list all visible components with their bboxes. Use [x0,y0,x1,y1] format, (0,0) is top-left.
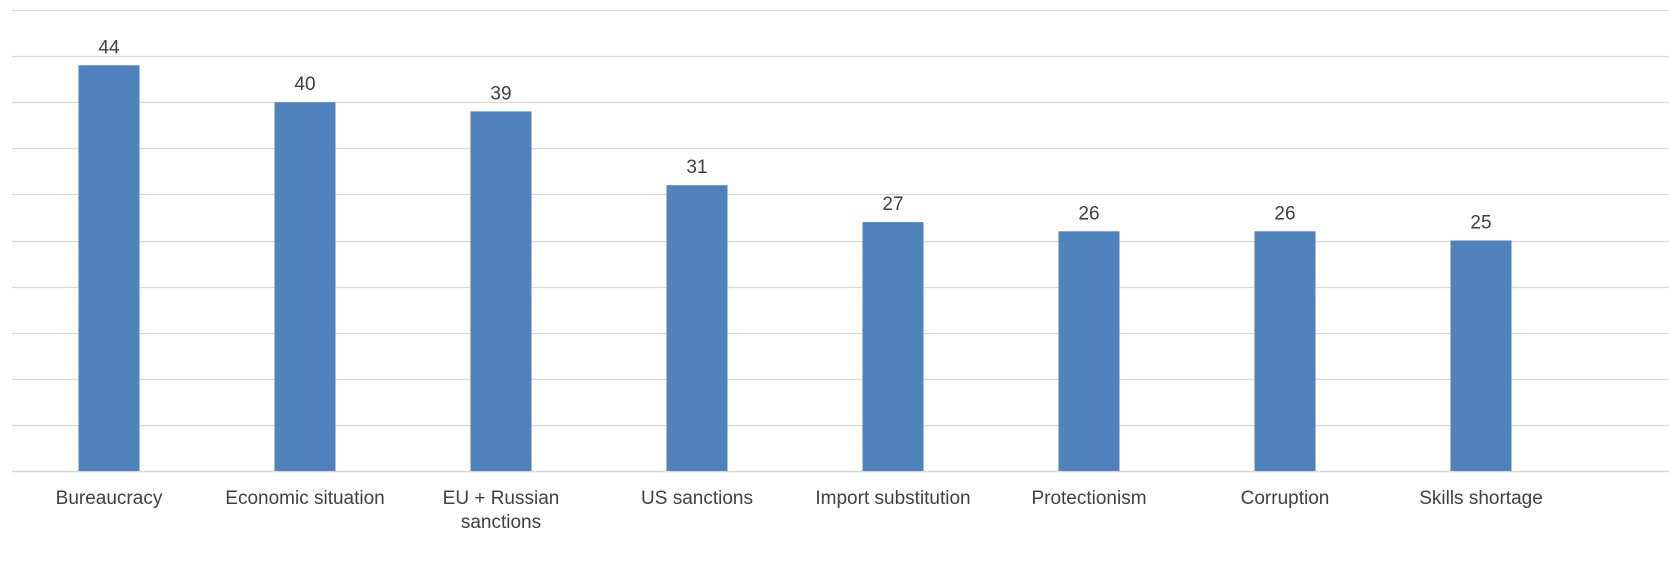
category-label-line: Skills shortage [1419,488,1543,509]
category-label: Protectionism [1031,488,1146,509]
category-label: EU + Russian sanctions [443,488,560,533]
bar [78,65,140,472]
data-label: 26 [1078,203,1099,224]
category-label: Corruption [1241,488,1330,509]
category-label-line: Corruption [1241,488,1330,509]
category-label: Economic situation [225,488,384,509]
category-label-line: Import substitution [815,488,970,509]
data-label: 40 [294,74,315,95]
bar [862,222,924,471]
bars [78,65,1512,472]
bar [274,102,336,471]
bar [470,111,532,472]
bar [1254,231,1316,471]
category-label: Bureaucracy [56,488,163,509]
category-label: Skills shortage [1419,488,1543,509]
data-labels: 44 40 39 31 27 26 26 25 [98,37,1491,233]
category-label-line: EU + Russian [443,488,560,509]
data-label: 25 [1470,213,1491,234]
category-label-line: US sanctions [641,488,753,509]
category-labels: Bureaucracy Economic situation EU + Russia… [56,488,1543,533]
category-label-line: Economic situation [225,488,384,509]
category-label: Import substitution [815,488,970,509]
data-label: 26 [1274,203,1295,224]
gridlines [12,9,1669,473]
data-label: 39 [490,83,511,104]
bar [666,185,728,471]
bar [1450,240,1512,471]
category-label: US sanctions [641,488,753,509]
category-label-line: sanctions [461,512,541,533]
data-label: 31 [686,157,707,178]
data-label: 27 [882,194,903,215]
category-label-line: Bureaucracy [56,488,163,509]
bar [1058,231,1120,471]
data-label: 44 [98,37,120,58]
category-label-line: Protectionism [1031,488,1146,509]
